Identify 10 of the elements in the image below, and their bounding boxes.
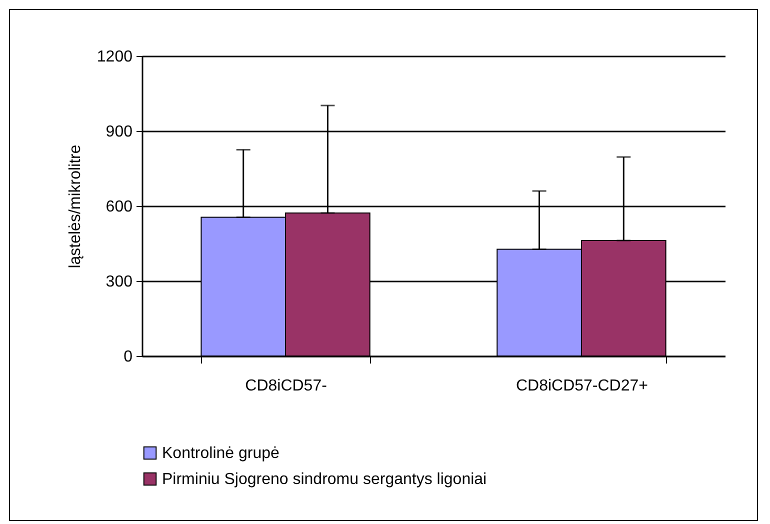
legend-label: Kontrolinė grupė (162, 445, 280, 462)
legend-label: Pirminiu Sjogreno sindromu sergantys ligoniai (162, 471, 487, 488)
y-tick-label: 900 (106, 124, 133, 140)
x-tick-label: CD8iCD57-CD27+ (516, 378, 648, 394)
y-tick-label: 0 (124, 348, 133, 366)
y-tick-label: 600 (106, 198, 133, 216)
x-tick-label: CD8iCD57- (245, 378, 327, 394)
y-tick-label: 1200 (96, 48, 133, 66)
y-tick-label: 300 (106, 274, 133, 290)
y-axis-title: ląstelės/mikrolitre (66, 144, 84, 268)
